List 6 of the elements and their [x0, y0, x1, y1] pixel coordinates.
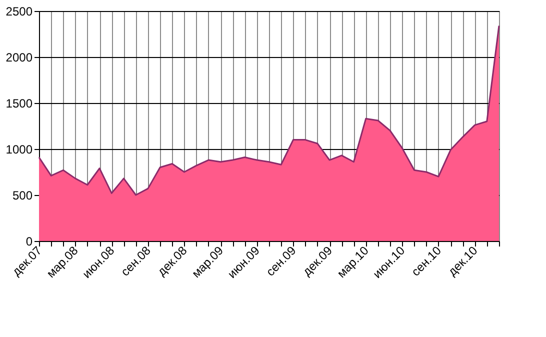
y-tick-label: 1500 [6, 96, 33, 110]
y-tick-label: 1000 [6, 142, 33, 156]
y-tick-label: 2000 [6, 50, 33, 64]
y-tick-label: 500 [12, 188, 33, 202]
y-tick-label: 0 [26, 234, 33, 248]
y-tick-label: 2500 [6, 4, 33, 18]
